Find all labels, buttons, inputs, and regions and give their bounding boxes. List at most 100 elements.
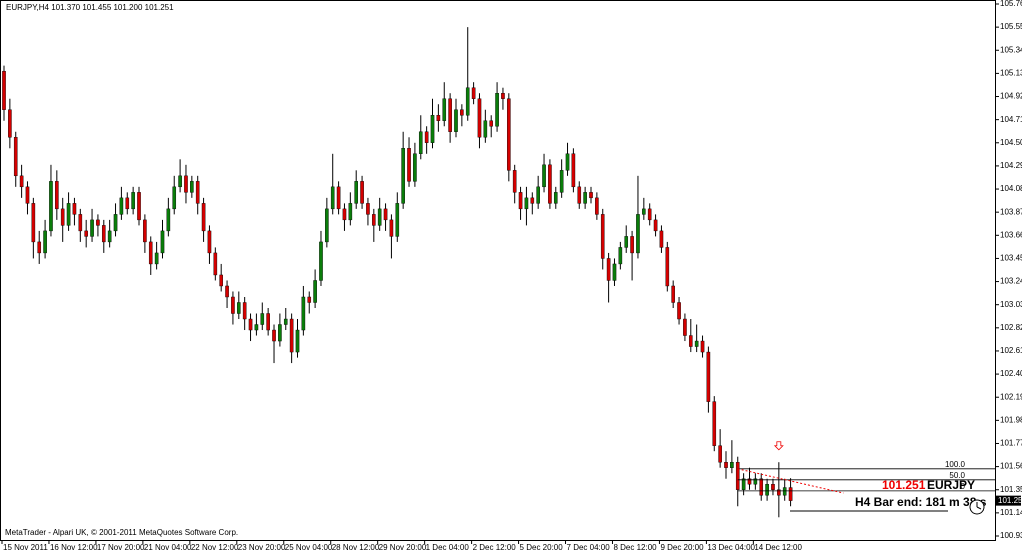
candle-body — [583, 192, 587, 204]
x-tick-label: 2 Dec 12:00 — [473, 543, 517, 552]
y-tick-label: 104.500 — [1000, 138, 1022, 147]
candle-body — [166, 208, 171, 232]
candle-body — [771, 484, 775, 490]
y-tick-label: 101.140 — [1000, 508, 1022, 517]
y-tick-label: 104.710 — [1000, 115, 1022, 124]
y-tick-label: 103.030 — [1000, 300, 1022, 309]
candle-body — [19, 175, 24, 188]
candle-body — [577, 186, 582, 204]
candle-body — [448, 98, 452, 132]
candle-body — [706, 351, 711, 402]
candle-body — [741, 478, 746, 490]
candle-body — [688, 335, 693, 347]
candle-body — [289, 318, 294, 353]
y-tick-label: 102.190 — [1000, 392, 1022, 401]
candle-body — [154, 252, 159, 265]
plot-frame — [0, 0, 996, 541]
candle-body — [536, 186, 540, 204]
candle-body — [507, 98, 511, 171]
candle-body — [600, 214, 605, 259]
y-tick-label: 103.660 — [1000, 230, 1022, 239]
candle-body — [207, 230, 212, 254]
bid-axis-label: 101.251 — [998, 496, 1022, 505]
candle-body — [96, 219, 100, 226]
candle-body — [671, 285, 675, 303]
candle-body — [465, 87, 470, 116]
candle-body — [272, 329, 276, 342]
x-tick-label: 8 Dec 12:00 — [613, 543, 657, 552]
candle-body — [694, 340, 699, 347]
candle-body — [190, 181, 194, 193]
candle-body — [248, 318, 253, 331]
candle-body — [107, 230, 112, 243]
fib-label: 0 — [961, 482, 966, 491]
candle-body — [548, 164, 552, 204]
candle-body — [501, 93, 505, 99]
candle-body — [483, 120, 488, 138]
y-tick-label: 100.930 — [1000, 531, 1022, 540]
y-tick-label: 102.820 — [1000, 323, 1022, 332]
candle-body — [559, 170, 564, 193]
y-tick-label: 101.350 — [1000, 485, 1022, 494]
candle-body — [78, 214, 83, 232]
candle-body — [113, 214, 118, 232]
candle-body — [160, 230, 165, 254]
candle-body — [225, 285, 229, 298]
x-tick-label: 21 Nov 04:00 — [144, 543, 192, 552]
candle-body — [295, 329, 300, 353]
candle-body — [195, 181, 200, 204]
y-tick-label: 105.760 — [1000, 0, 1022, 8]
candle-body — [260, 313, 265, 325]
candle-body — [278, 324, 282, 342]
candle-body — [137, 192, 141, 221]
candle-body — [606, 258, 611, 281]
candle-body — [125, 197, 130, 210]
candle-body — [407, 148, 411, 182]
candle-body — [653, 219, 658, 232]
candle-body — [13, 137, 18, 177]
candle-body — [55, 181, 59, 210]
candle-body — [518, 192, 523, 210]
candle-body — [477, 98, 482, 138]
candle-body — [231, 296, 235, 314]
candle-body — [131, 192, 135, 210]
down-arrow — [773, 441, 784, 451]
candle-body — [389, 219, 394, 237]
bid-box — [996, 495, 1021, 506]
candle-body — [254, 324, 259, 331]
candle-body — [266, 313, 270, 331]
candle-body — [242, 302, 247, 320]
candle-body — [700, 340, 705, 353]
candle-body — [219, 274, 223, 287]
candle-body — [184, 175, 188, 193]
candle-body — [66, 203, 71, 226]
candle-body — [348, 203, 353, 221]
candle-body — [624, 236, 629, 248]
candle-body — [84, 230, 88, 237]
candle-body — [360, 181, 364, 204]
y-tick-label: 101.980 — [1000, 415, 1022, 424]
candle-body — [677, 302, 681, 320]
candle-body — [618, 247, 623, 265]
candle-body — [172, 186, 177, 210]
candle-body — [565, 153, 570, 171]
candle-body — [595, 197, 599, 215]
candle-body — [759, 478, 764, 496]
x-tick-label: 23 Nov 20:00 — [238, 543, 286, 552]
fib-label: 100.0 — [945, 460, 966, 469]
y-tick-label: 105.550 — [1000, 22, 1022, 31]
candle-body — [530, 197, 535, 204]
y-tick-label: 103.240 — [1000, 277, 1022, 286]
candle-body — [788, 487, 793, 501]
y-tick-label: 104.290 — [1000, 161, 1022, 170]
candle-body — [747, 478, 752, 485]
candle-body — [43, 230, 47, 254]
candle-body — [418, 131, 423, 154]
candle-body — [424, 131, 429, 143]
candle-body — [301, 296, 306, 331]
candle-body — [471, 87, 476, 99]
candle-body — [49, 181, 53, 232]
x-tick-label: 17 Nov 20:00 — [97, 543, 145, 552]
candle-body — [665, 247, 670, 287]
